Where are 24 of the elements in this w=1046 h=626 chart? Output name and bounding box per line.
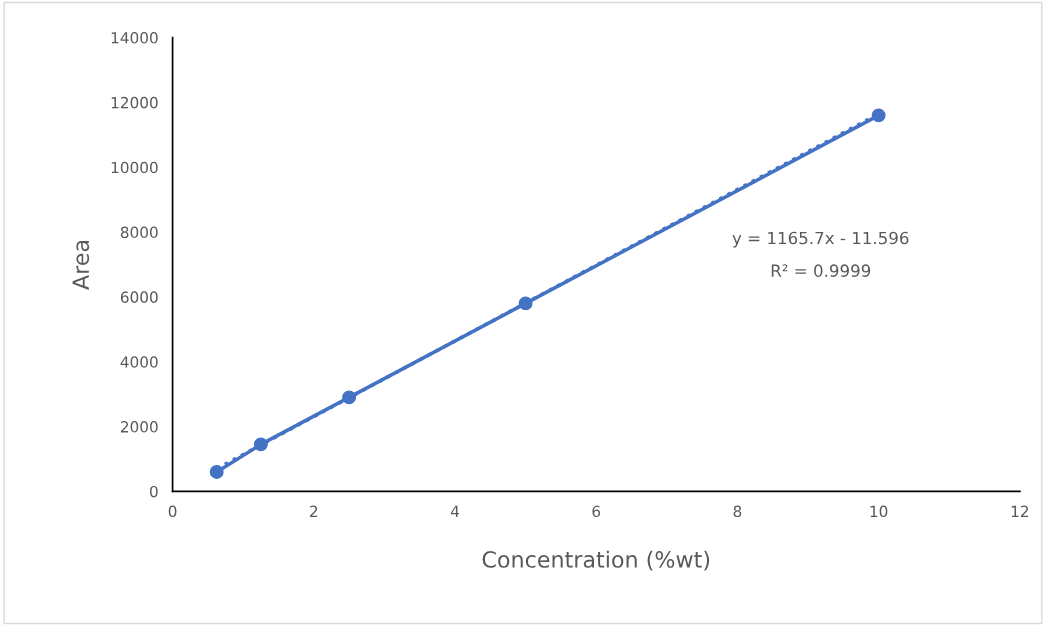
y-tick-label: 14000	[111, 32, 158, 44]
x-tick-label: 10	[870, 505, 888, 518]
y-tick-label: 2000	[120, 421, 158, 433]
x-tick-label: 4	[450, 505, 460, 517]
x-tick-label: 8	[733, 505, 742, 518]
annotation: y = 1165.7x - 11.596	[732, 231, 909, 248]
y-tick-label: 0	[149, 485, 158, 498]
y-tick-label: 4000	[120, 356, 158, 368]
point	[209, 465, 224, 479]
y-tick-label: 6000	[120, 291, 158, 303]
x-tick-label: 2	[310, 505, 318, 517]
y-tick-label: 10000	[111, 161, 158, 174]
point	[871, 108, 886, 123]
annotation: R² = 0.9999	[771, 264, 871, 277]
y-tick-label: 8000	[120, 226, 158, 239]
x-tick-label: 0	[168, 505, 177, 518]
y-axis-title: Area	[72, 240, 90, 290]
x-tick-label: 12	[1011, 505, 1029, 517]
point	[253, 437, 268, 452]
point	[342, 390, 357, 405]
x-tick-label: 6	[592, 505, 601, 518]
x-axis-title: Concentration (%wt)	[482, 550, 710, 571]
point	[518, 296, 533, 311]
y-tick-label: 12000	[111, 96, 158, 109]
